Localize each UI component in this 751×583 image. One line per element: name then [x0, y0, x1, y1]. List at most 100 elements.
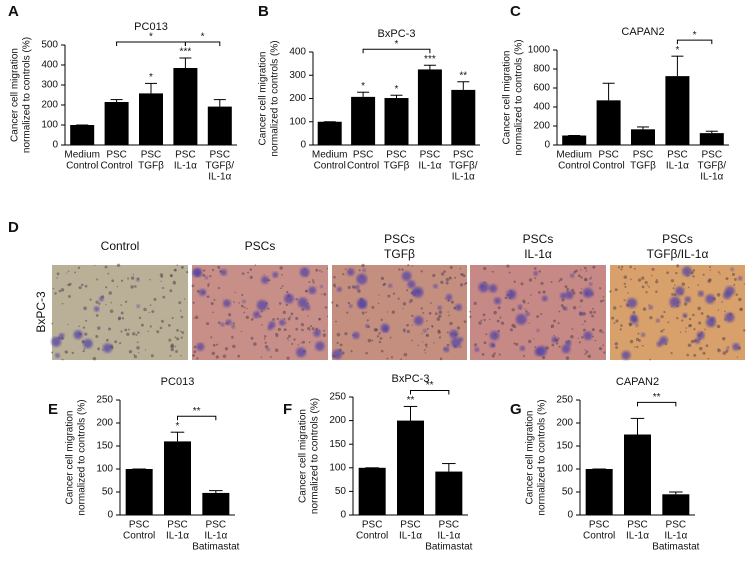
cell-dot: [617, 266, 621, 269]
cell-dot: [509, 328, 513, 332]
significance-label: *: [361, 81, 365, 92]
x-tick-label: TGFβ/: [449, 161, 478, 172]
cell-dot: [98, 302, 101, 305]
stained-cell: [55, 353, 60, 358]
error-bar: [457, 81, 470, 90]
cell-dot: [524, 308, 526, 310]
stained-cell: [356, 273, 368, 285]
cell-dot: [534, 277, 537, 280]
cell-dot: [233, 301, 235, 303]
cell-dot: [120, 304, 123, 306]
cell-dot: [635, 337, 640, 342]
chart-title: BxPC-3: [392, 373, 430, 385]
x-tick-label: Medium: [556, 150, 592, 161]
cell-dot: [598, 346, 603, 351]
cell-dot: [553, 334, 555, 337]
column-label: PSCs: [245, 239, 276, 253]
cell-dot: [513, 280, 516, 283]
cell-dot: [420, 307, 423, 310]
cell-dot: [286, 337, 289, 340]
cell-dot: [196, 357, 199, 360]
cell-dot: [111, 279, 115, 283]
cell-dot: [124, 300, 128, 303]
cell-dot: [135, 333, 138, 336]
x-tick-label: Batimastat: [192, 542, 239, 553]
cell-dot: [132, 332, 136, 336]
cell-dot: [137, 331, 140, 334]
stained-cell: [732, 342, 740, 351]
significance-label: *: [675, 45, 679, 56]
cell-dot: [160, 319, 164, 323]
cell-dot: [702, 273, 705, 276]
cell-dot: [279, 266, 283, 270]
cell-dot: [320, 293, 322, 295]
cell-dot: [592, 265, 596, 269]
cell-dot: [97, 326, 101, 330]
stained-cell: [196, 342, 205, 351]
stained-cell: [517, 304, 523, 310]
cell-dot: [212, 311, 214, 314]
y-tick-label: 400: [41, 60, 58, 71]
cell-dot: [391, 310, 396, 314]
stained-cell: [242, 299, 246, 304]
cell-dot: [180, 315, 184, 319]
cell-dot: [592, 335, 594, 338]
cell-dot: [481, 353, 485, 356]
cell-dot: [641, 344, 644, 347]
bar: [104, 102, 129, 145]
cell-dot: [56, 272, 60, 276]
stained-cell: [474, 347, 480, 352]
cell-dot: [438, 314, 442, 318]
cell-dot: [156, 330, 160, 334]
cell-dot: [582, 323, 584, 326]
cell-dot: [406, 323, 409, 327]
cell-dot: [285, 322, 287, 324]
y-tick-label: 250: [329, 392, 346, 403]
stained-cell: [346, 268, 355, 276]
error-bar: [357, 91, 370, 97]
cell-dot: [180, 265, 184, 269]
cell-dot: [683, 302, 688, 306]
micrograph: [331, 263, 468, 361]
cell-dot: [232, 322, 235, 325]
cell-dot: [577, 337, 580, 339]
error-bar: [671, 55, 684, 77]
cell-dot: [688, 317, 692, 321]
stained-cell: [506, 289, 517, 300]
cell-dot: [614, 288, 618, 292]
cell-dot: [333, 275, 336, 279]
cell-dot: [361, 311, 365, 315]
cell-dot: [290, 312, 294, 316]
cell-dot: [143, 307, 147, 312]
cell-dot: [615, 319, 619, 323]
stained-cell: [332, 349, 343, 360]
cell-dot: [54, 292, 57, 295]
cell-dot: [51, 322, 54, 325]
stained-cell: [220, 269, 227, 276]
bar: [70, 125, 95, 145]
stained-cell: [722, 291, 732, 300]
stained-cell: [362, 268, 366, 273]
y-tick-label: 600: [533, 83, 550, 94]
cell-dot: [160, 280, 162, 282]
cell-dot: [287, 334, 291, 338]
cell-dot: [478, 321, 482, 325]
y-tick-label: 200: [41, 100, 58, 111]
cell-dot: [593, 310, 596, 314]
cell-dot: [336, 332, 341, 337]
stained-cell: [489, 342, 496, 348]
cell-dot: [217, 321, 221, 325]
cell-dot: [491, 354, 495, 358]
cell-dot: [609, 290, 612, 293]
significance-label: *: [395, 84, 399, 95]
cell-dot: [144, 349, 147, 351]
cell-dot: [706, 315, 710, 319]
stained-cell: [709, 316, 715, 322]
cell-dot: [210, 301, 214, 306]
cell-dot: [215, 355, 219, 359]
cell-dot: [620, 324, 623, 327]
cell-dot: [132, 273, 134, 276]
bracket: [676, 39, 713, 45]
cell-dot: [724, 310, 726, 312]
stained-cell: [308, 286, 317, 295]
